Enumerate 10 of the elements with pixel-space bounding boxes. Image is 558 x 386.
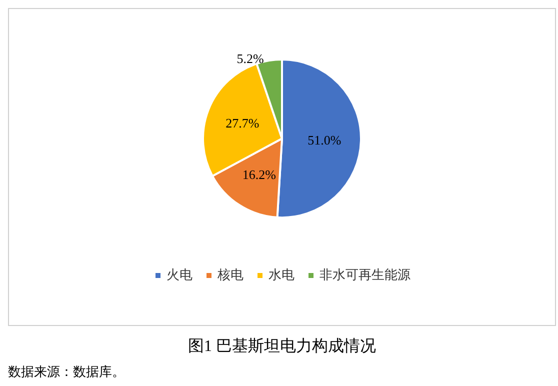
- legend-label: 非水可再生能源: [320, 268, 410, 283]
- source-note: 数据来源：数据库。: [8, 364, 126, 381]
- data-label: 16.2%: [242, 166, 276, 182]
- legend-label: 核电: [216, 268, 244, 283]
- data-label: 51.0%: [308, 132, 342, 148]
- text: 图1 巴基斯坦电力构成情况: [187, 336, 377, 357]
- data-label: 27.7%: [226, 115, 260, 130]
- data-label: 5.2%: [236, 51, 264, 66]
- legend-label: 水电: [268, 268, 294, 283]
- legend-label: 火电: [166, 268, 192, 283]
